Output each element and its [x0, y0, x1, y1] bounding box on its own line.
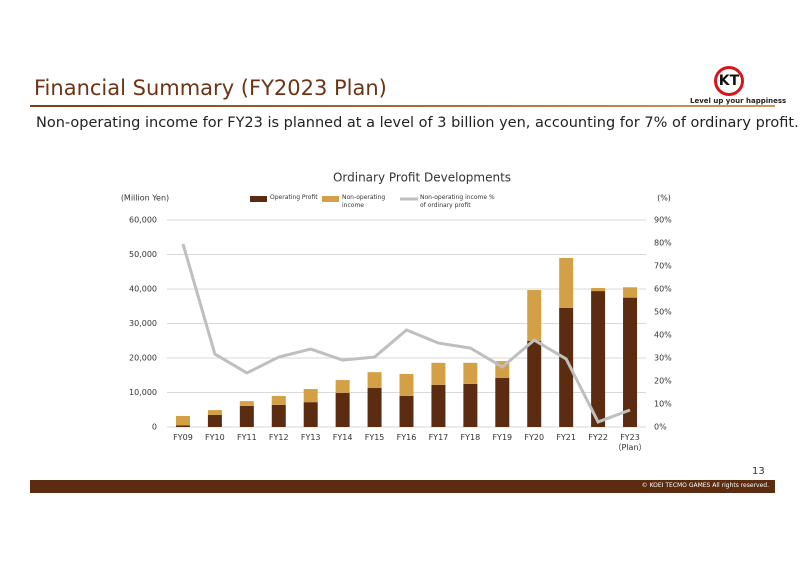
- y2-tick-label: 90%: [654, 216, 672, 225]
- y-tick-label: 20,000: [129, 354, 157, 363]
- y-axis-label: (Million Yen): [121, 194, 169, 203]
- legend-swatch: [250, 196, 267, 202]
- bar: [463, 383, 478, 427]
- bar: [239, 405, 254, 427]
- subtitle: Non-operating income for FY23 is planned…: [36, 115, 799, 131]
- x-tick-label: FY09: [173, 433, 193, 442]
- y2-tick-label: 0%: [654, 423, 667, 432]
- bar: [271, 404, 286, 427]
- line-series: [181, 243, 631, 424]
- y-tick-label: 10,000: [129, 388, 157, 397]
- bar: [175, 425, 190, 427]
- bar: [559, 257, 574, 308]
- legend-label: Non-operating income % of ordinary profi…: [420, 194, 495, 209]
- x-tick-label: FY19: [492, 433, 513, 442]
- x-tick-label: FY10: [205, 433, 225, 442]
- bar: [591, 291, 606, 427]
- y-tick-label: 0: [152, 423, 157, 432]
- y2-tick-label: 40%: [654, 331, 672, 340]
- page-number: 13: [752, 466, 765, 477]
- bar: [335, 392, 350, 427]
- y2-tick-label: 20%: [654, 377, 672, 386]
- x-tick-label: FY16: [396, 433, 417, 442]
- y2-tick-label: 50%: [654, 308, 672, 317]
- bar: [431, 362, 446, 385]
- x-tick-label: FY18: [460, 433, 481, 442]
- y2-tick-label: 60%: [654, 285, 672, 294]
- bar: [207, 414, 222, 427]
- copyright: © KOEI TECMO GAMES All rights reserved.: [641, 482, 769, 489]
- slide-title: Financial Summary (FY2023 Plan): [34, 76, 387, 100]
- x-tick-label: FY22: [588, 433, 608, 442]
- y2-tick-label: 30%: [654, 354, 672, 363]
- x-tick-label: FY20: [524, 433, 545, 442]
- logo-tagline: Level up your happiness: [690, 97, 787, 105]
- bar: [399, 373, 414, 396]
- bar: [495, 378, 510, 427]
- x-tick-label: FY13: [300, 433, 321, 442]
- y-tick-label: 50,000: [129, 250, 157, 259]
- bar: [399, 395, 414, 427]
- bar: [463, 362, 478, 384]
- legend-label: Non-operating income: [342, 194, 386, 209]
- y2-tick-label: 70%: [654, 262, 672, 271]
- bar: [527, 340, 542, 427]
- x-tick-label: FY21: [556, 433, 576, 442]
- bar: [239, 401, 254, 406]
- y2-tick-label: 10%: [654, 400, 672, 409]
- bar: [303, 389, 318, 403]
- x-tick-label: FY14: [332, 433, 353, 442]
- x-tick-label: FY17: [428, 433, 449, 442]
- y-tick-label: 60,000: [129, 216, 157, 225]
- y2-tick-label: 80%: [654, 239, 672, 248]
- bar: [175, 415, 190, 426]
- x-tick-label: FY12: [268, 433, 289, 442]
- bar: [591, 287, 606, 292]
- x-tick-label: FY11: [236, 433, 257, 442]
- legend-label: Operating Profit: [270, 194, 318, 201]
- y-tick-label: 30,000: [129, 319, 157, 328]
- x-tick-label: FY15: [364, 433, 385, 442]
- bar: [367, 372, 382, 389]
- bar: [303, 402, 318, 427]
- bar: [271, 395, 286, 405]
- legend-swatch: [322, 196, 339, 202]
- bar: [623, 287, 638, 298]
- bar: [559, 307, 574, 427]
- bar: [623, 297, 638, 427]
- x-tick-label: FY23（Plan）: [613, 433, 647, 452]
- y-tick-label: 40,000: [129, 285, 157, 294]
- y2-axis-label: (%): [657, 194, 671, 203]
- bar: [431, 384, 446, 427]
- footer-bar: © KOEI TECMO GAMES All rights reserved.: [30, 480, 775, 493]
- bar: [207, 410, 222, 415]
- bar: [367, 388, 382, 427]
- title-rule: [30, 105, 775, 107]
- logo-mark: KT: [714, 66, 744, 96]
- bar: [335, 380, 350, 393]
- chart-title: Ordinary Profit Developments: [333, 171, 511, 185]
- bar: [527, 290, 542, 341]
